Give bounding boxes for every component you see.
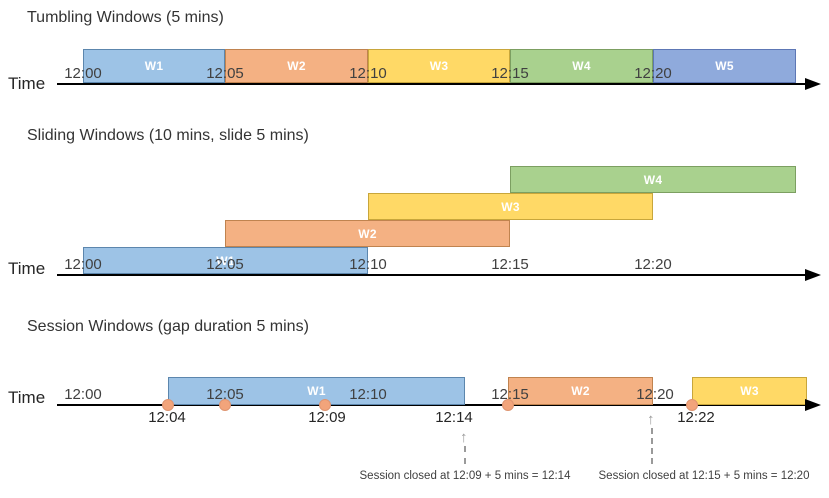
up-arrow-icon: ↑	[647, 411, 655, 428]
window-label: W2	[358, 226, 377, 241]
tick-label: 12:15	[491, 256, 529, 273]
session-window-w1: W1	[168, 377, 465, 405]
tick-label: 12:05	[206, 65, 244, 82]
sliding-window-w3: W3	[368, 193, 653, 220]
event-time-label: 12:04	[148, 409, 186, 426]
tumbling-window-w4: W4	[510, 49, 653, 83]
event-dot	[502, 399, 514, 411]
session-close-dashed-line	[651, 428, 653, 464]
sliding-window-w2: W2	[225, 220, 510, 247]
tumbling-window-w1: W1	[83, 49, 225, 83]
sliding-axis-label: Time	[8, 259, 46, 278]
event-dot	[686, 399, 698, 411]
event-dot	[219, 399, 231, 411]
tick-label: 12:00	[64, 256, 102, 273]
window-label: W1	[307, 384, 326, 398]
event-time-label: 12:22	[677, 409, 715, 426]
tick-label: 12:20	[636, 386, 674, 403]
tick-label: 12:15	[491, 386, 529, 403]
window-label: W5	[715, 59, 734, 73]
event-dot	[319, 399, 331, 411]
sliding-window-w4: W4	[510, 166, 796, 193]
window-label: W3	[501, 199, 520, 214]
tumbling-title: Tumbling Windows (5 mins)	[27, 9, 224, 26]
window-label: W3	[740, 384, 759, 398]
window-label: W4	[643, 172, 663, 187]
up-arrow-icon: ↑	[460, 429, 468, 446]
tick-label: 12:05	[206, 256, 244, 273]
window-label: W2	[287, 59, 306, 73]
event-dot	[162, 399, 174, 411]
session-axis-arrowhead-icon	[805, 399, 821, 411]
tick-label: 12:05	[206, 386, 244, 403]
window-label: W2	[571, 384, 590, 398]
tick-label: 12:15	[491, 65, 529, 82]
tumbling-time-axis	[57, 83, 807, 85]
tick-label: 12:10	[349, 65, 387, 82]
sliding-axis-arrowhead-icon	[805, 269, 821, 281]
sliding-time-axis	[57, 274, 807, 276]
tick-label: 12:00	[64, 65, 102, 82]
session-title: Session Windows (gap duration 5 mins)	[27, 318, 309, 335]
session-axis-label: Time	[8, 388, 46, 407]
window-close-time-label: 12:14	[435, 409, 473, 426]
tick-label: 12:10	[349, 386, 387, 403]
window-label: W1	[144, 59, 164, 73]
tumbling-window-w2: W2	[225, 49, 368, 83]
tumbling-window-w3: W3	[368, 49, 510, 83]
tick-label: 12:20	[634, 256, 672, 273]
tumbling-axis-label: Time	[8, 74, 46, 93]
window-label: W1	[216, 253, 235, 268]
window-label: W4	[572, 59, 591, 73]
session-window-w2: W2	[508, 377, 653, 405]
tick-label: 12:10	[349, 256, 387, 273]
session-window-w3: W3	[692, 377, 807, 405]
session-close-annotation: Session closed at 12:09 + 5 mins = 12:14	[359, 470, 571, 482]
session-close-annotation: Session closed at 12:15 + 5 mins = 12:20	[598, 470, 810, 482]
tick-label: 12:00	[64, 386, 102, 403]
tumbling-window-w5: W5	[653, 49, 796, 83]
window-label: W3	[429, 59, 449, 73]
session-close-dashed-line	[464, 446, 466, 464]
event-time-label: 12:09	[308, 409, 346, 426]
tumbling-axis-arrowhead-icon	[805, 78, 821, 90]
sliding-title: Sliding Windows (10 mins, slide 5 mins)	[27, 127, 309, 144]
sliding-window-w1: W1	[83, 247, 368, 274]
session-time-axis	[57, 404, 807, 406]
tick-label: 12:20	[634, 65, 672, 82]
